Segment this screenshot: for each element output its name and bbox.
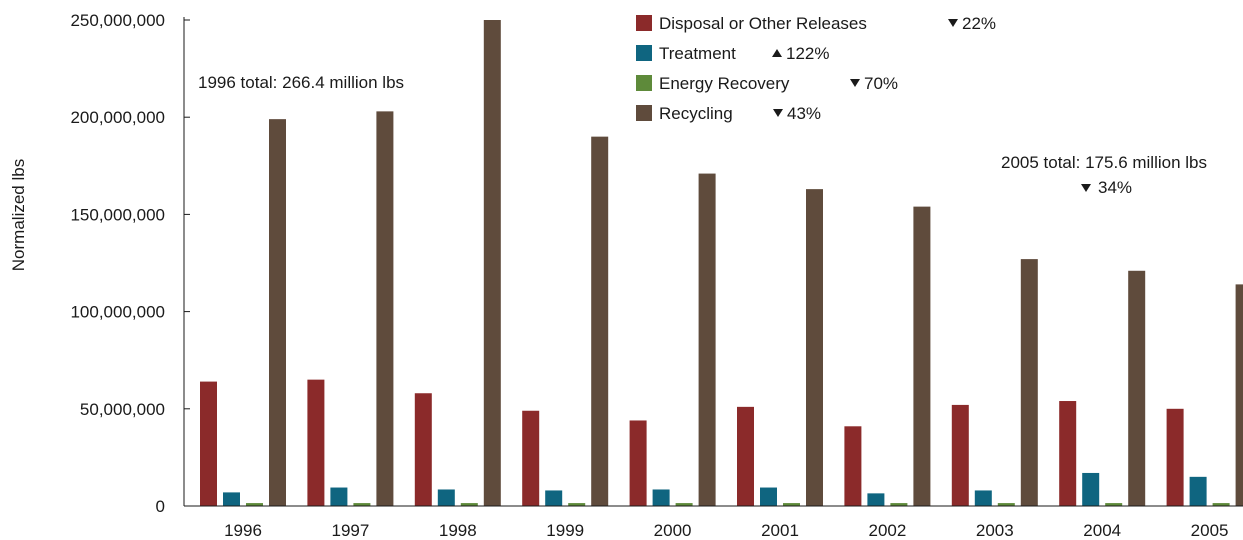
x-tick-label: 2001 xyxy=(761,521,799,540)
y-tick-label: 200,000,000 xyxy=(70,108,165,127)
legend-label: Treatment xyxy=(659,44,736,63)
annotation-start-total: 1996 total: 266.4 million lbs xyxy=(198,73,404,92)
bar-recycling-2001 xyxy=(806,189,823,507)
down-triangle-icon xyxy=(850,79,860,87)
legend-change: 122% xyxy=(786,44,829,63)
bar-disposal-or-other-releases-1996 xyxy=(200,381,217,506)
bar-recycling-1998 xyxy=(483,20,501,506)
bar-energy-recovery-1997 xyxy=(353,503,371,506)
bar-disposal-or-other-releases-1998 xyxy=(414,393,432,506)
legend-change: 70% xyxy=(864,74,898,93)
x-tick-label: 2005 xyxy=(1191,521,1229,540)
x-tick-label: 1998 xyxy=(439,521,477,540)
y-tick-label: 150,000,000 xyxy=(70,205,165,224)
bar-energy-recovery-2004 xyxy=(1105,503,1123,506)
x-tick-label: 2000 xyxy=(654,521,692,540)
bar-energy-recovery-2000 xyxy=(675,503,693,506)
bar-recycling-2000 xyxy=(698,173,716,507)
legend-label: Energy Recovery xyxy=(659,74,790,93)
down-triangle-icon xyxy=(773,109,783,117)
bar-disposal-or-other-releases-2003 xyxy=(951,404,969,506)
x-tick-label: 2002 xyxy=(868,521,906,540)
bar-recycling-2005 xyxy=(1235,284,1243,506)
legend-change: 22% xyxy=(962,14,996,33)
bar-energy-recovery-1996 xyxy=(246,503,263,506)
bar-energy-recovery-1999 xyxy=(568,503,586,506)
legend-swatch xyxy=(636,15,652,31)
bar-treatment-2003 xyxy=(974,490,992,506)
bar-recycling-2003 xyxy=(1020,259,1038,506)
bar-treatment-2000 xyxy=(652,489,670,506)
bar-energy-recovery-2005 xyxy=(1212,503,1230,506)
x-axis: 1996 1997 1998 1999 2000 2001 2002 2003 2004 2005 xyxy=(184,505,1243,540)
bar-treatment-1998 xyxy=(437,489,455,506)
bar-disposal-or-other-releases-1999 xyxy=(522,410,540,506)
legend-change: 43% xyxy=(787,104,821,123)
bar-disposal-or-other-releases-1997 xyxy=(307,379,325,506)
y-tick-label: 50,000,000 xyxy=(80,400,165,419)
bar-disposal-or-other-releases-2002 xyxy=(844,426,862,506)
bar-disposal-or-other-releases-2004 xyxy=(1059,401,1077,506)
x-tick-label: 1997 xyxy=(331,521,369,540)
bar-treatment-2004 xyxy=(1082,472,1100,506)
y-axis-label: Normalized lbs xyxy=(9,159,28,271)
y-tick-label: 100,000,000 xyxy=(70,303,165,322)
legend-swatch xyxy=(636,75,652,91)
bar-recycling-2002 xyxy=(913,206,931,506)
bar-energy-recovery-2001 xyxy=(783,503,800,506)
x-tick-label: 2003 xyxy=(976,521,1014,540)
bar-recycling-1996 xyxy=(269,119,286,507)
legend-label: Disposal or Other Releases xyxy=(659,14,867,33)
x-tick-label: 2004 xyxy=(1083,521,1121,540)
bar-treatment-2001 xyxy=(760,487,777,506)
bar-treatment-1996 xyxy=(223,492,240,506)
down-triangle-icon xyxy=(1081,184,1091,192)
down-triangle-icon xyxy=(948,19,958,27)
bar-recycling-2004 xyxy=(1128,270,1146,506)
x-tick-label: 1996 xyxy=(224,521,262,540)
legend: Disposal or Other Releases 22% Treatment 12… xyxy=(636,14,996,123)
bar-disposal-or-other-releases-2005 xyxy=(1166,408,1184,506)
bar-treatment-1997 xyxy=(330,487,348,506)
y-tick-label: 0 xyxy=(156,497,165,516)
legend-label: Recycling xyxy=(659,104,733,123)
y-axis: 0 50,000,000 100,000,000 150,000,000 200,000… xyxy=(70,11,190,516)
annotation-end-change: 34% xyxy=(1081,178,1132,197)
legend-swatch xyxy=(636,45,652,61)
bar-recycling-1999 xyxy=(591,136,609,506)
bar-energy-recovery-2003 xyxy=(997,503,1015,506)
legend-swatch xyxy=(636,105,652,121)
bar-energy-recovery-2002 xyxy=(890,503,908,506)
bar-treatment-2005 xyxy=(1189,476,1207,506)
up-triangle-icon xyxy=(772,49,782,57)
x-tick-label: 1999 xyxy=(546,521,584,540)
bars xyxy=(200,20,1243,507)
bar-disposal-or-other-releases-2001 xyxy=(737,406,754,506)
bar-treatment-2002 xyxy=(867,493,885,506)
bar-disposal-or-other-releases-2000 xyxy=(629,420,647,506)
y-tick-label: 250,000,000 xyxy=(70,11,165,30)
bar-recycling-1997 xyxy=(376,111,394,507)
bar-treatment-1999 xyxy=(545,490,563,506)
bar-energy-recovery-1998 xyxy=(460,503,478,506)
annotation-end-total: 2005 total: 175.6 million lbs xyxy=(1001,153,1207,172)
annotation-end-change-text: 34% xyxy=(1098,178,1132,197)
